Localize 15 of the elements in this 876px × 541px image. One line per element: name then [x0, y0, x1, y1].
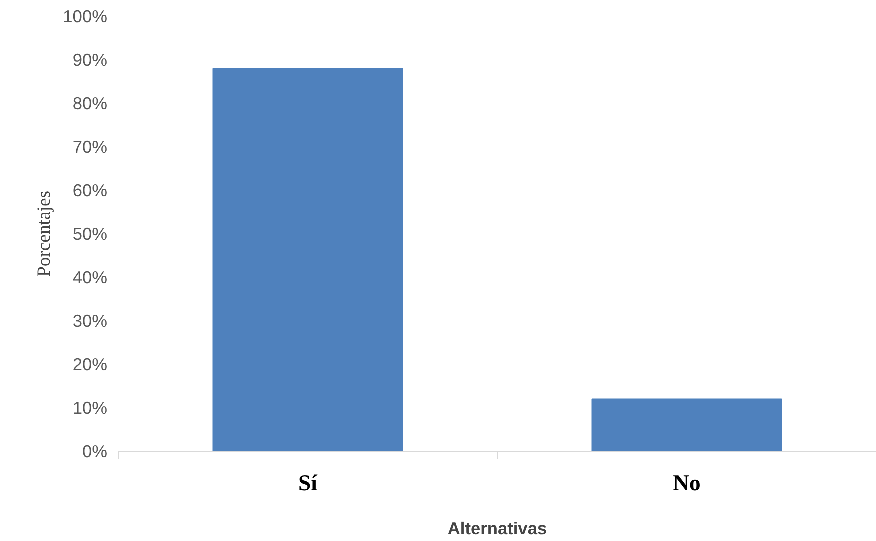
y-tick-label: 80%	[72, 94, 108, 114]
y-tick-label: 60%	[72, 180, 108, 200]
x-tick-label: No	[673, 470, 701, 496]
y-tick-label: 70%	[72, 137, 108, 157]
y-tick-label: 20%	[72, 354, 108, 374]
y-tick-label: 10%	[72, 398, 108, 418]
y-tick-label: 50%	[72, 224, 108, 244]
x-axis-title: Alternativas	[448, 518, 548, 538]
y-axis-title: Porcentajes	[34, 190, 56, 277]
y-tick-label: 30%	[72, 311, 108, 331]
y-tick-label: 40%	[72, 268, 108, 288]
y-tick-label: 90%	[72, 50, 108, 70]
x-tick-label: Sí	[298, 470, 318, 496]
y-tick-label: 100%	[63, 6, 108, 26]
y-tick-label: 0%	[82, 442, 108, 462]
